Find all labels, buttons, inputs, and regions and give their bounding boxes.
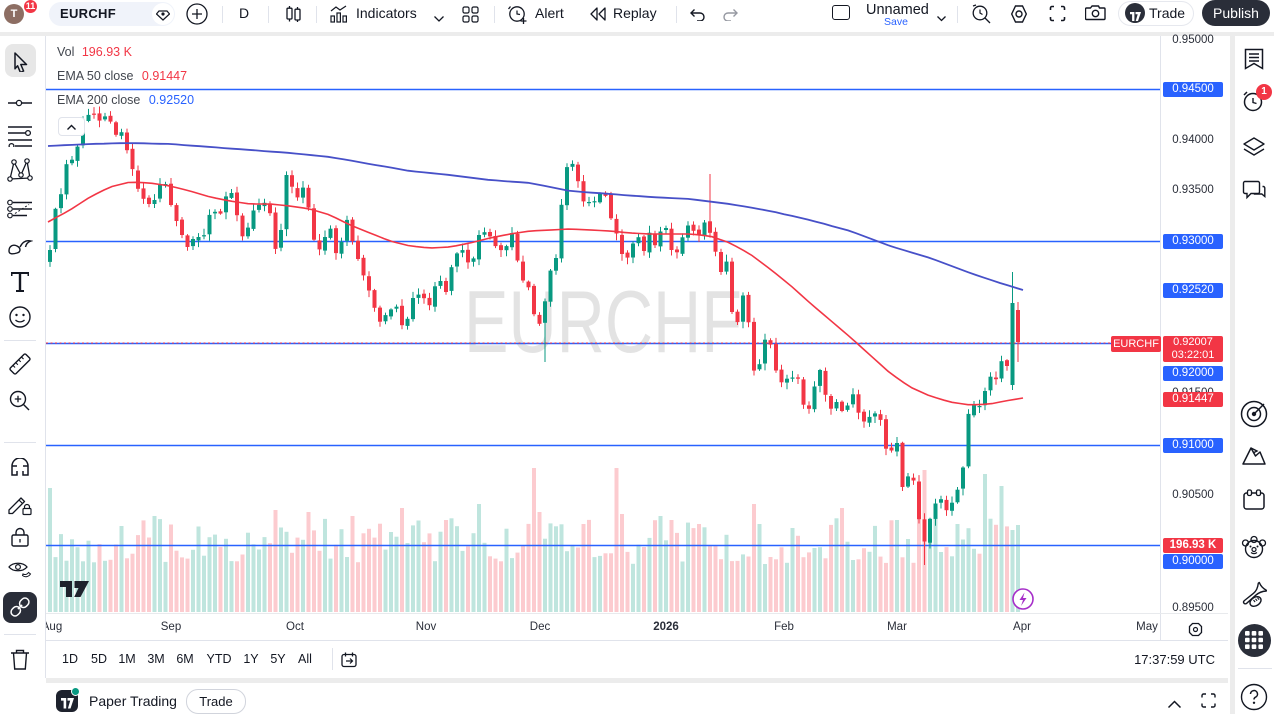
svg-text:EURCHF: EURCHF xyxy=(464,272,742,371)
